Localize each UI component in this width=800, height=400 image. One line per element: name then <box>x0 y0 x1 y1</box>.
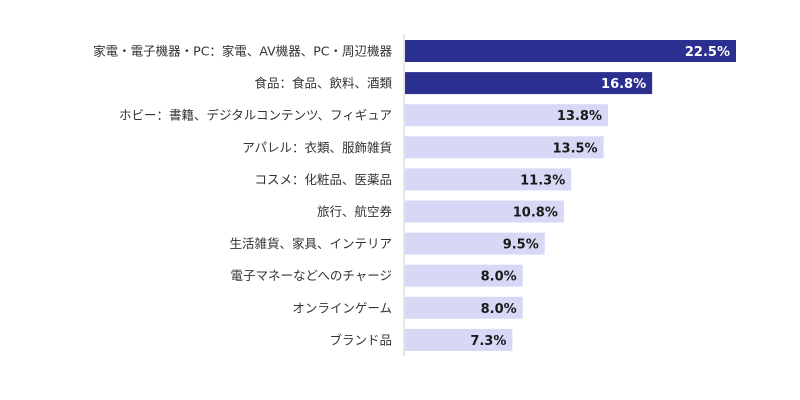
value-label: 22.5% <box>685 45 730 60</box>
value-label: 10.8% <box>513 206 558 221</box>
category-label: 電子マネーなどへのチャージ <box>230 268 392 283</box>
bar <box>405 328 513 351</box>
value-label: 13.8% <box>557 109 602 124</box>
value-label: 9.5% <box>503 238 539 253</box>
value-label: 8.0% <box>481 302 517 317</box>
value-label: 16.8% <box>601 77 646 92</box>
bar <box>405 200 564 223</box>
category-label: アパレル：衣類、服飾雑貨 <box>242 140 392 155</box>
bar <box>405 296 523 319</box>
bar <box>405 168 572 191</box>
category-label: 旅行、航空券 <box>317 204 393 219</box>
bar <box>405 40 736 62</box>
category-label: ブランド品 <box>329 332 392 347</box>
bars-group: 家電・電子機器・PC：家電、AV機器、PC・周辺機器 22.5% 食品：食品、飲料、… <box>93 40 736 351</box>
bar <box>405 264 523 287</box>
value-label: 13.5% <box>552 141 597 156</box>
value-label: 8.0% <box>481 270 517 285</box>
category-label: 家電・電子機器・PC：家電、AV機器、PC・周辺機器 <box>93 44 392 59</box>
value-label: 7.3% <box>470 334 506 349</box>
category-label: コスメ：化粧品、医薬品 <box>254 172 392 187</box>
category-label: 生活雑貨、家具、インテリア <box>229 236 392 251</box>
bar <box>405 104 609 127</box>
category-label: 食品：食品、飲料、酒類 <box>254 76 392 91</box>
bar <box>405 232 545 255</box>
value-label: 11.3% <box>520 173 565 188</box>
category-label: ホビー：書籍、デジタルコンテンツ、フィギュア <box>119 108 392 123</box>
bar <box>405 136 604 159</box>
bar <box>405 72 653 95</box>
category-label: オンラインゲーム <box>292 300 392 315</box>
